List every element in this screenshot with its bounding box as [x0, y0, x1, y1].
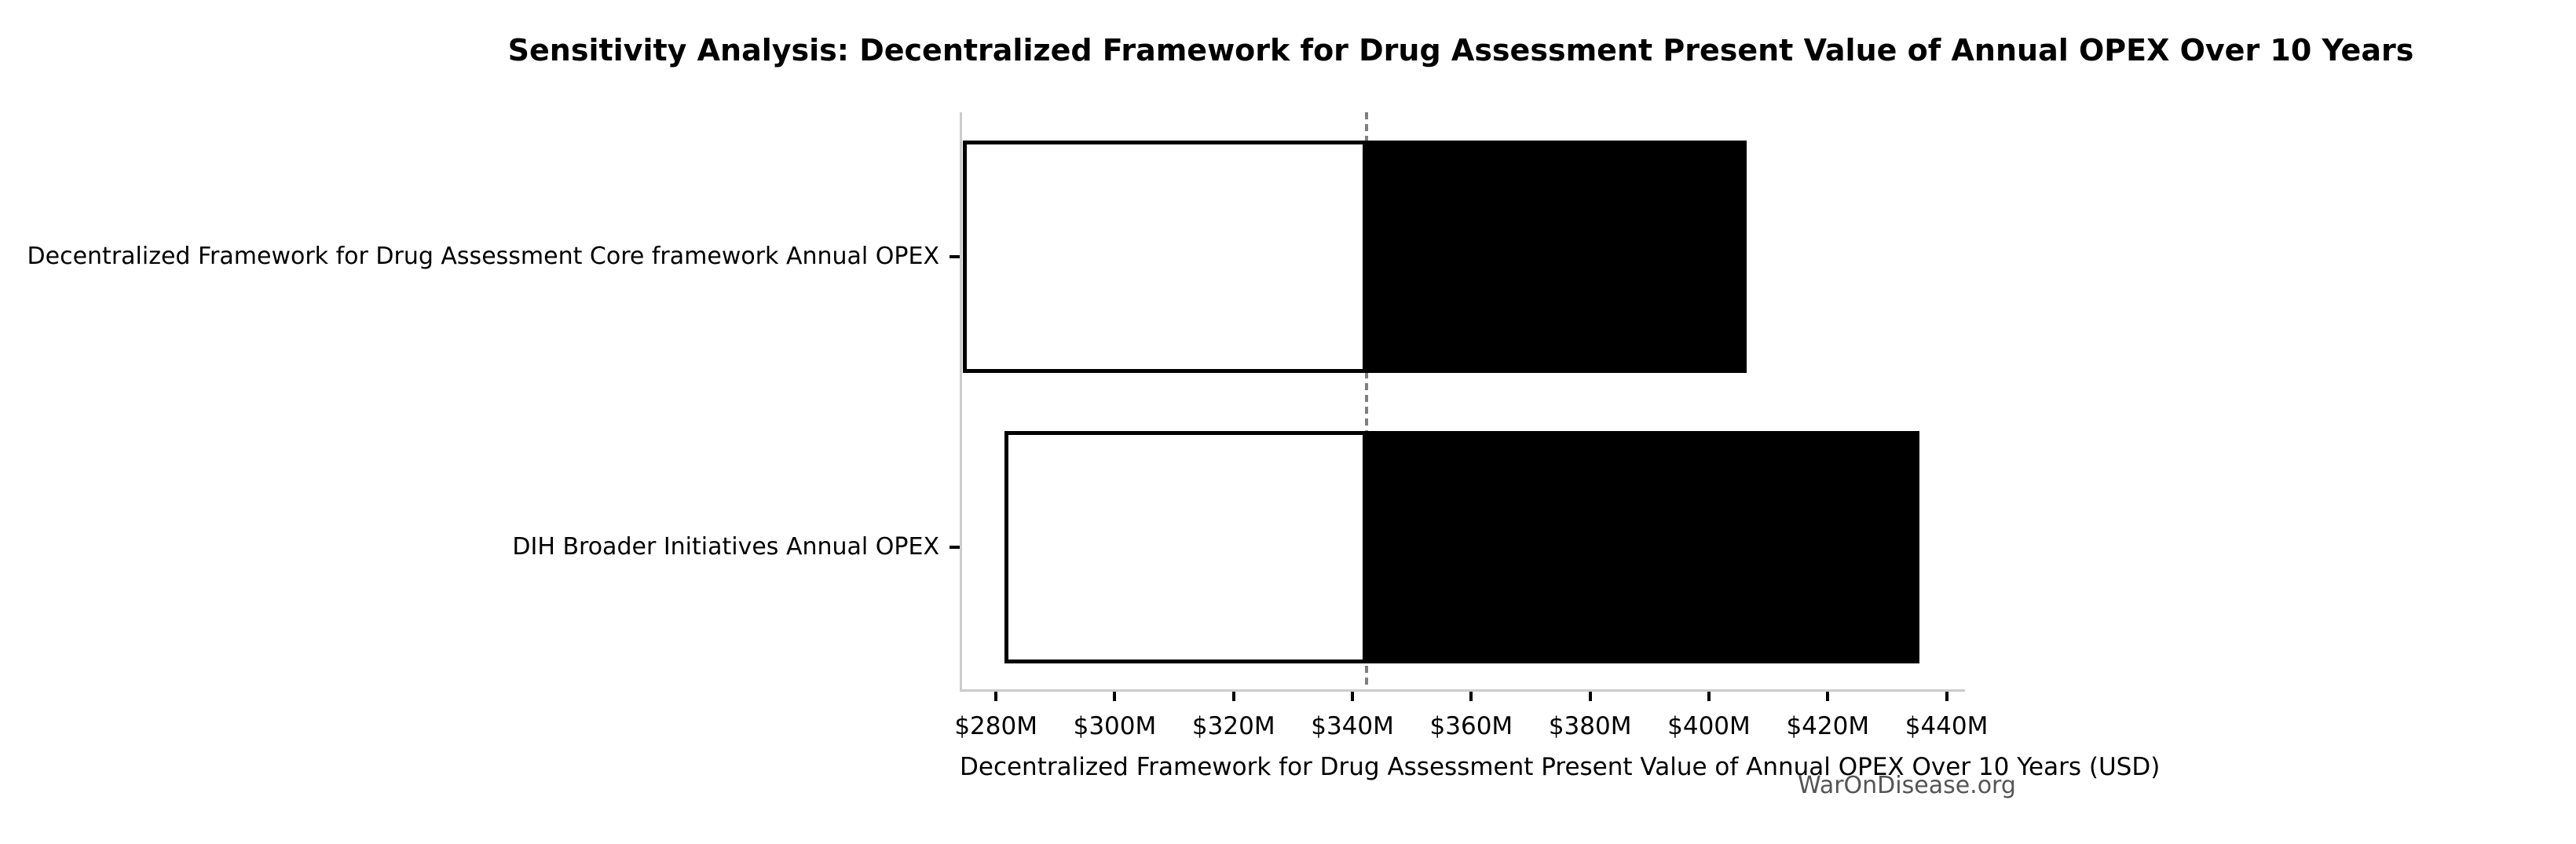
x-tick-mark — [1707, 692, 1711, 701]
watermark: WarOnDisease.org — [1798, 772, 2016, 799]
y-tick-mark — [950, 255, 960, 258]
bar-high-segment — [1367, 141, 1747, 373]
x-tick-mark — [1826, 692, 1830, 701]
x-tick-mark — [1231, 692, 1235, 701]
x-tick-label: $440M — [1905, 712, 1989, 740]
x-tick-mark — [994, 692, 998, 701]
y-tick-mark — [950, 546, 960, 549]
x-tick-mark — [1945, 692, 1948, 701]
x-tick-mark — [1351, 692, 1355, 701]
bar-high-segment — [1367, 431, 1919, 663]
x-tick-label: $380M — [1548, 712, 1632, 740]
baseline-dashed-line — [1365, 112, 1369, 689]
x-tick-label: $280M — [954, 712, 1037, 740]
x-tick-label: $400M — [1667, 712, 1751, 740]
x-tick-label: $340M — [1311, 712, 1394, 740]
x-tick-label: $300M — [1073, 712, 1157, 740]
x-axis-label: Decentralized Framework for Drug Assessm… — [960, 753, 2161, 781]
x-tick-label: $360M — [1429, 712, 1513, 740]
x-tick-mark — [1588, 692, 1592, 701]
bar-low-segment — [1004, 431, 1367, 663]
x-tick-label: $420M — [1786, 712, 1870, 740]
x-tick-mark — [1113, 692, 1117, 701]
chart-title: Sensitivity Analysis: Decentralized Fram… — [507, 33, 2414, 68]
x-tick-label: $320M — [1191, 712, 1275, 740]
x-tick-mark — [1469, 692, 1473, 701]
category-label: Decentralized Framework for Drug Assessm… — [27, 243, 939, 270]
plot-area — [960, 112, 1965, 692]
category-label: DIH Broader Initiatives Annual OPEX — [512, 533, 939, 561]
bar-low-segment — [962, 141, 1367, 373]
